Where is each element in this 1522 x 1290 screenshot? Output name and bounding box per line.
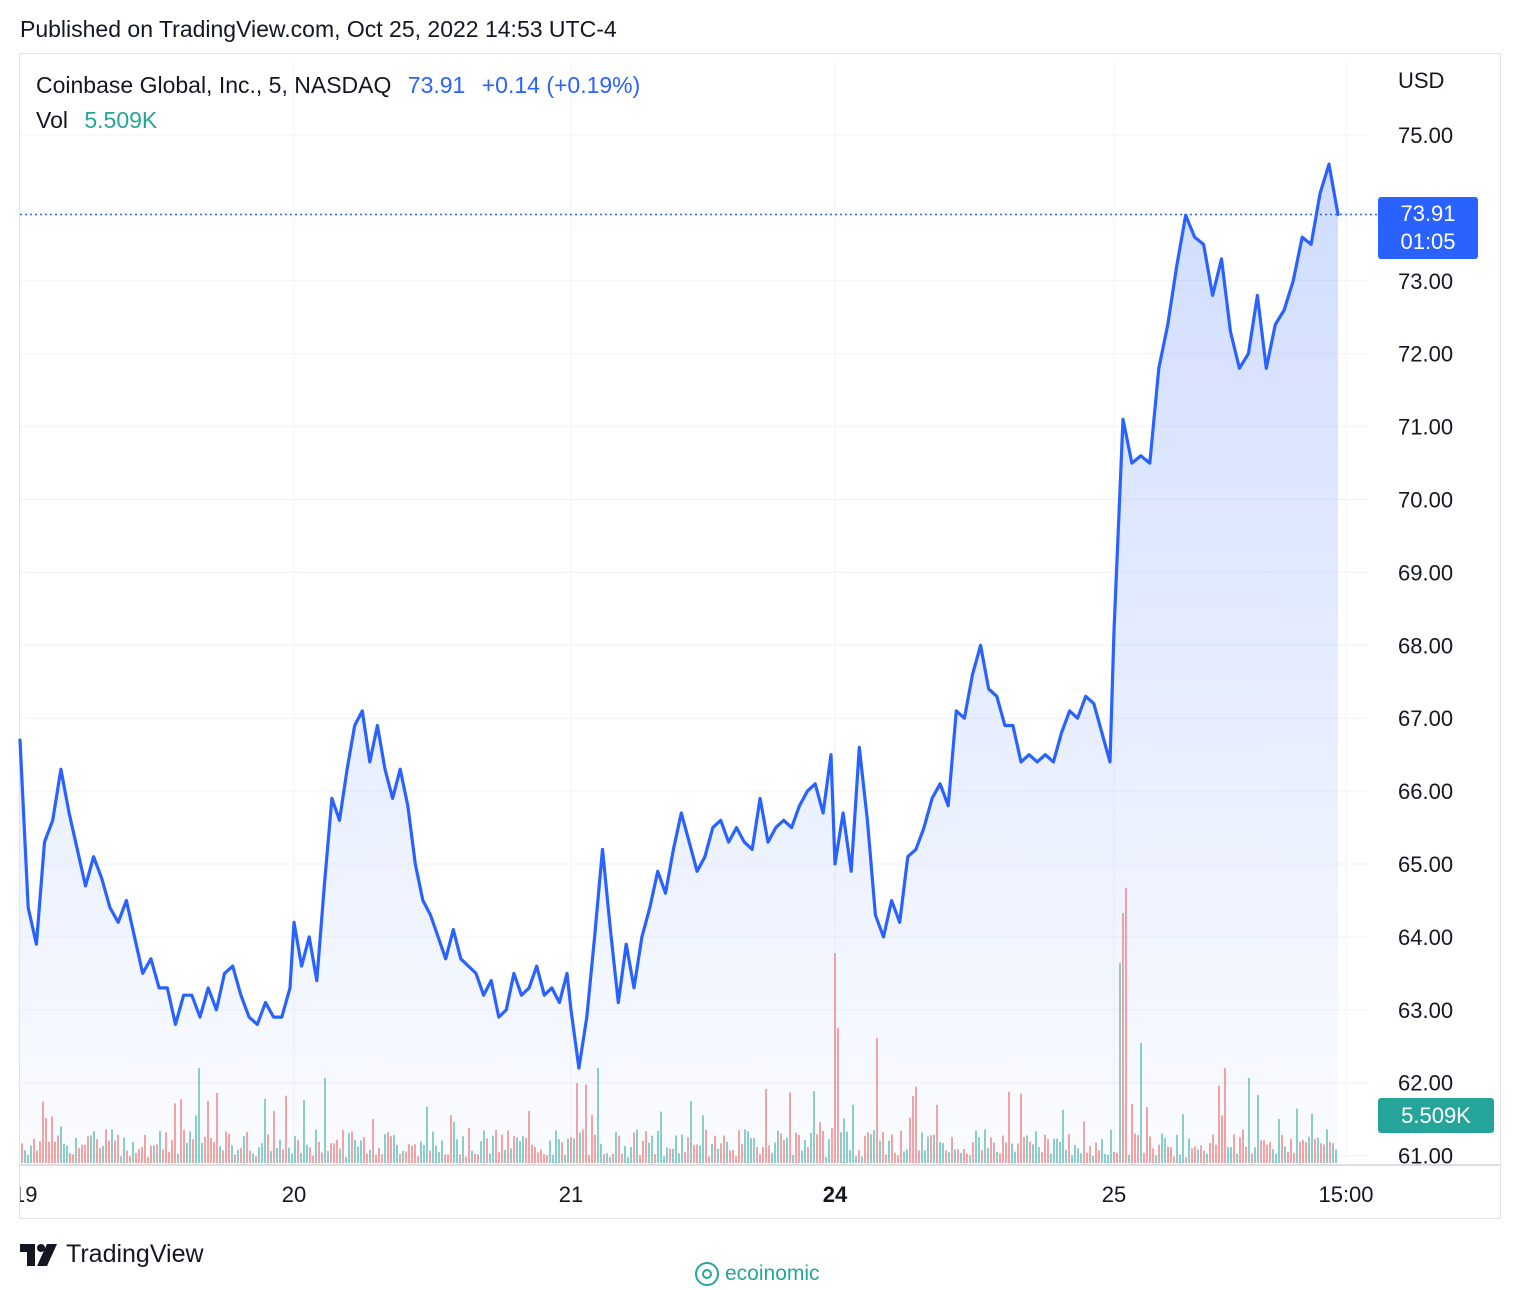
legend-symbol-row: Coinbase Global, Inc., 5, NASDAQ 73.91 +…: [36, 72, 650, 99]
price-line: [18, 162, 1340, 1070]
ecoinomic-icon: [695, 1262, 719, 1286]
last-price-tag: 73.91 01:05: [1378, 197, 1478, 259]
y-tick-label: 62.00: [1398, 1071, 1453, 1096]
x-tick-label: 15:00: [1318, 1182, 1373, 1207]
published-header: Published on TradingView.com, Oct 25, 20…: [20, 16, 617, 42]
y-tick-label: 75.00: [1398, 123, 1453, 148]
last-price-value: 73.91: [1400, 201, 1456, 226]
x-tick-label: 19: [13, 1182, 37, 1207]
y-tick-label: 64.00: [1398, 925, 1453, 950]
y-tick-label: 66.00: [1398, 779, 1453, 804]
y-tick-label: 63.00: [1398, 998, 1453, 1023]
y-tick-label: 69.00: [1398, 560, 1453, 585]
ecoinomic-label: ecoinomic: [725, 1262, 820, 1285]
y-tick-label: 71.00: [1398, 415, 1453, 440]
y-tick-label: 67.00: [1398, 706, 1453, 731]
tradingview-wordmark: TradingView: [66, 1240, 204, 1268]
y-tick-label: 61.00: [1398, 1144, 1453, 1169]
legend-symbol: Coinbase Global, Inc., 5, NASDAQ: [36, 72, 392, 98]
legend-volume-row: Vol 5.509K: [36, 107, 167, 134]
y-tick-label: 68.00: [1398, 633, 1453, 658]
x-tick-label: 20: [282, 1182, 306, 1207]
chart-frame: [19, 53, 1501, 1219]
legend-change: +0.14 (+0.19%): [481, 72, 641, 98]
currency-label: USD: [1398, 68, 1445, 93]
price-area-fill: [20, 164, 1338, 1163]
y-tick-label: 65.00: [1398, 852, 1453, 877]
volume-tag: 5.509K: [1378, 1098, 1494, 1133]
y-tick-label: 70.00: [1398, 488, 1453, 513]
tradingview-logo[interactable]: TradingView: [20, 1240, 204, 1269]
y-tick-label: 73.00: [1398, 269, 1453, 294]
y-tick-label: 72.00: [1398, 342, 1453, 367]
x-tick-label: 24: [823, 1182, 848, 1207]
legend-vol-label: Vol: [36, 107, 68, 133]
legend-last-price: 73.91: [407, 72, 466, 98]
tradingview-logo-icon: [20, 1243, 57, 1266]
ecoinomic-watermark: ecoinomic: [695, 1262, 820, 1286]
bar-countdown: 01:05: [1400, 229, 1456, 254]
x-tick-label: 21: [559, 1182, 583, 1207]
legend-vol-value: 5.509K: [84, 107, 158, 133]
x-tick-label: 25: [1102, 1182, 1126, 1207]
